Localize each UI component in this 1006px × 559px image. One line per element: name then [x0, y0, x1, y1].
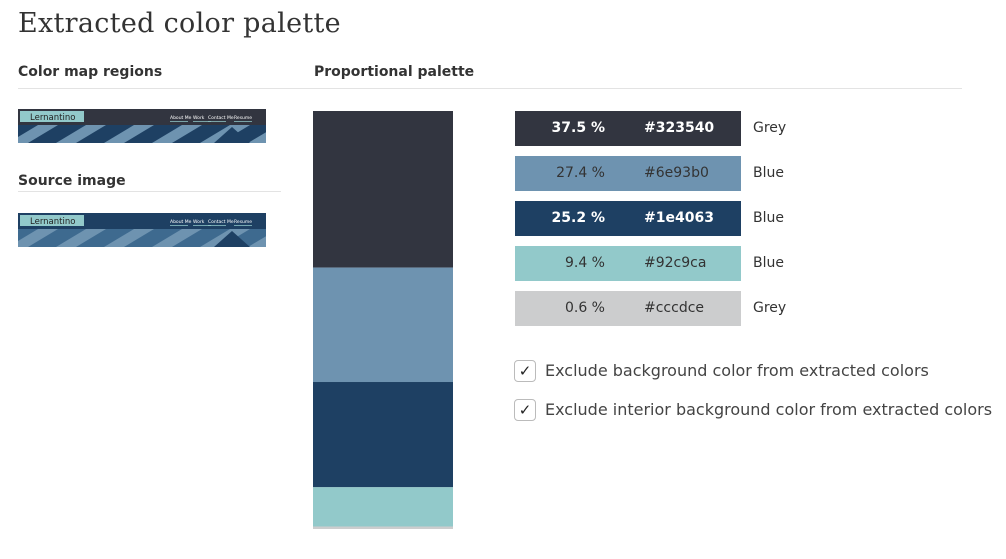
thumb-stripe — [104, 125, 154, 143]
thumbnail: Lernantino About Me Work Contact Me Resume — [18, 109, 266, 143]
thumb-nav-item: About Me — [170, 219, 192, 225]
thumb-brand-bg — [20, 215, 84, 226]
thumb-stripe — [56, 125, 106, 143]
color-row: 25.2 % #1e4063 — [515, 201, 741, 236]
thumb-nav-item: Resume — [234, 219, 252, 225]
thumb-nav-item: Resume — [234, 115, 252, 121]
palette-segment — [313, 267, 453, 383]
thumb-nav-item: Work — [193, 115, 205, 121]
thumb-nav-item: About Me — [170, 115, 192, 121]
color-name: Grey — [753, 120, 787, 136]
hex-label: #92c9ca — [644, 255, 707, 271]
percent-label: 37.5 % — [551, 120, 605, 136]
option-label: Exclude interior background color from e… — [545, 400, 993, 419]
option-label: Exclude background color from extracted … — [545, 361, 929, 380]
color-row: 0.6 % #cccdce — [515, 291, 741, 326]
palette-segment — [313, 111, 453, 268]
page-title: Extracted color palette — [18, 8, 341, 39]
divider — [18, 88, 962, 89]
thumbnail: Lernantino About Me Work Contact Me Resume — [18, 213, 266, 247]
thumb-stripe — [56, 229, 106, 247]
color-row: 37.5 % #323540 — [515, 111, 741, 146]
thumb-stripe — [152, 125, 202, 143]
thumb-stripe — [104, 229, 154, 247]
thumb-stripe — [152, 229, 202, 247]
checkbox[interactable]: ✓ — [514, 399, 536, 421]
thumb-stripe — [18, 229, 58, 247]
thumb-brand: Lernantino — [30, 217, 75, 227]
color-name: Blue — [753, 255, 784, 271]
thumb-nav-item: Contact Me — [208, 219, 234, 225]
divider — [18, 191, 281, 192]
thumb-stripe — [248, 132, 266, 143]
thumb-peak — [214, 127, 250, 143]
percent-label: 0.6 % — [564, 300, 605, 316]
percent-label: 9.4 % — [564, 255, 605, 271]
palette-segment — [313, 382, 453, 488]
color-name: Grey — [753, 300, 787, 316]
thumb-brand-bg — [20, 111, 84, 122]
thumb-nav-item: Contact Me — [208, 115, 234, 121]
hex-label: #1e4063 — [644, 210, 714, 226]
section-heading: Color map regions — [18, 64, 163, 80]
hex-label: #6e93b0 — [644, 165, 709, 181]
percent-label: 25.2 % — [551, 210, 605, 226]
section-heading: Source image — [18, 173, 126, 189]
color-row: 9.4 % #92c9ca — [515, 246, 741, 281]
thumb-stripe — [18, 125, 58, 143]
palette-segment — [313, 526, 453, 529]
thumb-nav-item: Work — [193, 219, 205, 225]
color-row: 27.4 % #6e93b0 — [515, 156, 741, 191]
hex-label: #cccdce — [644, 300, 705, 316]
thumb-stripe — [248, 236, 266, 247]
hex-label: #323540 — [644, 120, 715, 136]
checkbox[interactable]: ✓ — [514, 360, 536, 382]
percent-label: 27.4 % — [556, 165, 605, 181]
color-name: Blue — [753, 165, 784, 181]
section-heading: Proportional palette — [314, 64, 475, 80]
palette-segment — [313, 487, 453, 527]
color-name: Blue — [753, 210, 784, 226]
thumb-brand: Lernantino — [30, 113, 75, 123]
thumb-peak — [214, 231, 250, 247]
proportional-bar — [313, 111, 453, 529]
